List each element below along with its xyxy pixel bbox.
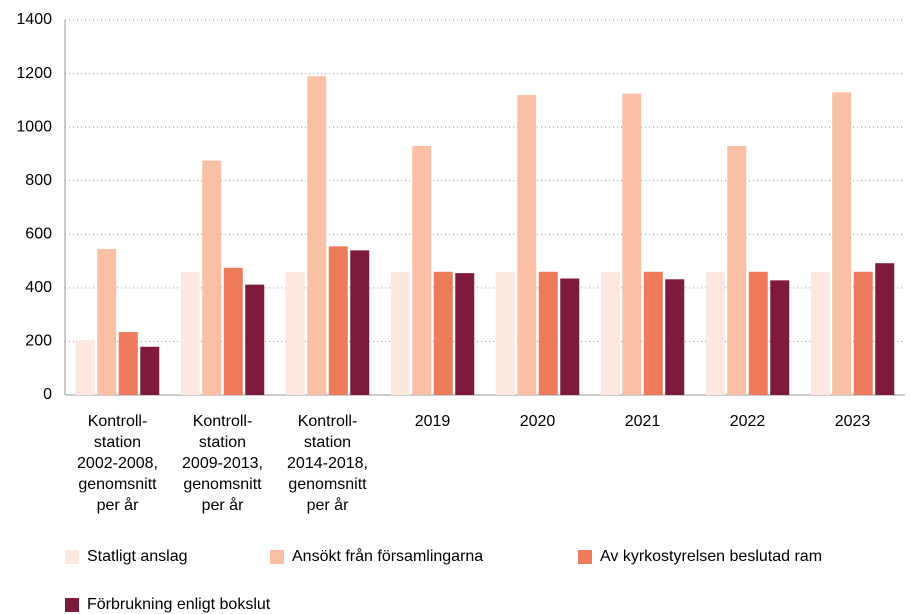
bar [622,93,642,396]
y-tick-label: 1000 [16,118,52,135]
bar [560,278,580,395]
legend-label: Förbrukning enligt bokslut [87,596,271,613]
bar [705,271,725,395]
x-tick-label: 2022 [730,413,766,430]
bar [748,271,768,395]
bar [538,271,558,395]
bar [350,250,370,395]
bar [517,95,537,395]
bar [307,76,327,395]
x-tick-label: 2023 [835,413,871,430]
x-tick-label: Kontroll-station 2014-2018, genomsnitt per … [287,413,368,514]
bar [433,271,453,395]
bar [390,271,410,395]
bar [75,340,95,395]
y-tick-label: 200 [25,333,52,350]
legend-label: Av kyrkostyrelsen beslutad ram [600,548,822,565]
legend-label: Statligt anslag [87,548,188,565]
bar [643,271,663,395]
bar [875,263,895,395]
legend-label: Ansökt från församlingarna [292,547,483,565]
bar [223,267,243,395]
bar [832,92,852,396]
bar [727,145,747,395]
x-tick-label: 2019 [415,413,451,430]
x-tick-label: Kontroll-station 2009-2013, genomsnitt per … [182,413,263,514]
legend-swatch [270,550,284,564]
bar [245,284,265,395]
bar [412,145,432,395]
bar [770,280,790,395]
bar [97,249,117,395]
bar [328,246,348,395]
bar [455,273,475,395]
x-tick-label: Kontroll-station 2002-2008, genomsnitt per … [77,413,158,514]
y-tick-label: 0 [43,386,52,403]
bar [202,160,222,395]
bar [600,271,620,395]
bar [665,279,685,395]
bar [140,346,160,395]
y-tick-label: 800 [25,172,52,189]
y-tick-label: 400 [25,279,52,296]
bar [810,271,830,395]
legend-swatch [65,598,79,612]
bar [495,271,515,395]
y-tick-label: 1400 [16,11,52,28]
bar [118,332,138,395]
legend-swatch [578,550,592,564]
bar [853,271,873,395]
y-tick-label: 600 [25,226,52,243]
x-tick-label: 2021 [625,413,661,430]
x-tick-label: 2020 [520,413,556,430]
bar [180,271,200,395]
y-tick-label: 1200 [16,65,52,82]
legend-swatch [65,550,79,564]
bar [285,271,305,395]
